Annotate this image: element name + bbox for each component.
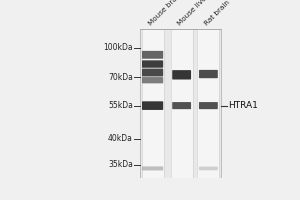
FancyBboxPatch shape [199, 70, 218, 78]
FancyBboxPatch shape [171, 29, 193, 178]
FancyBboxPatch shape [142, 166, 163, 170]
Text: 40kDa: 40kDa [108, 134, 133, 143]
FancyBboxPatch shape [142, 51, 163, 59]
Text: Rat brain: Rat brain [203, 0, 230, 27]
FancyBboxPatch shape [172, 102, 191, 109]
FancyBboxPatch shape [197, 29, 219, 178]
Text: 35kDa: 35kDa [108, 160, 133, 169]
FancyBboxPatch shape [142, 101, 163, 110]
Text: Mouse brain: Mouse brain [147, 0, 183, 27]
Text: 55kDa: 55kDa [108, 101, 133, 110]
FancyBboxPatch shape [142, 77, 163, 83]
Text: HTRA1: HTRA1 [228, 101, 258, 110]
Text: Mouse liver: Mouse liver [176, 0, 210, 27]
FancyBboxPatch shape [140, 29, 221, 178]
FancyBboxPatch shape [142, 69, 163, 76]
FancyBboxPatch shape [142, 29, 164, 178]
FancyBboxPatch shape [142, 60, 163, 68]
Text: 100kDa: 100kDa [103, 43, 133, 52]
FancyBboxPatch shape [199, 167, 218, 170]
FancyBboxPatch shape [172, 70, 191, 80]
Text: 70kDa: 70kDa [108, 73, 133, 82]
FancyBboxPatch shape [199, 102, 218, 109]
